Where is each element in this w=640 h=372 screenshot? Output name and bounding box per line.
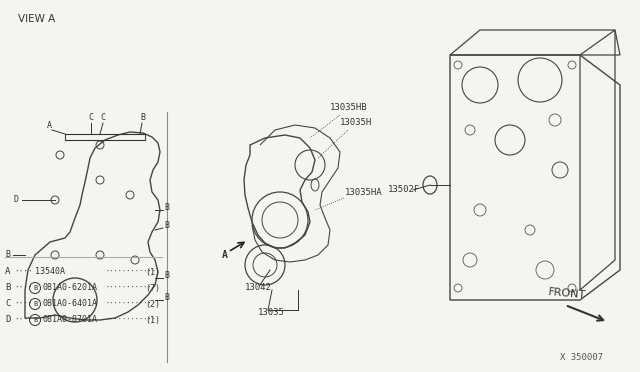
Text: 13042: 13042 bbox=[245, 283, 272, 292]
Text: B: B bbox=[164, 271, 169, 280]
Text: (7): (7) bbox=[145, 283, 160, 292]
Text: D: D bbox=[13, 195, 18, 204]
Text: ····: ···· bbox=[14, 315, 33, 324]
Text: A: A bbox=[47, 121, 52, 130]
Text: A: A bbox=[5, 267, 10, 276]
Text: 13035H: 13035H bbox=[340, 118, 372, 127]
Text: ············: ············ bbox=[105, 269, 156, 275]
Text: ············: ············ bbox=[105, 317, 156, 323]
Text: B: B bbox=[5, 283, 10, 292]
Text: ····: ···· bbox=[14, 283, 33, 292]
Text: C: C bbox=[88, 113, 93, 122]
Text: B: B bbox=[140, 113, 145, 122]
Text: ····: ···· bbox=[14, 267, 33, 276]
Text: ············: ············ bbox=[105, 301, 156, 307]
Text: B: B bbox=[164, 221, 169, 230]
Text: D: D bbox=[5, 315, 10, 324]
Text: 13035HB: 13035HB bbox=[330, 103, 367, 112]
Text: C: C bbox=[5, 299, 10, 308]
Text: 081A0-6201A: 081A0-6201A bbox=[42, 283, 97, 292]
Text: B: B bbox=[33, 317, 37, 323]
Text: FRONT: FRONT bbox=[548, 287, 587, 300]
Text: B: B bbox=[164, 293, 169, 302]
Text: C: C bbox=[100, 113, 105, 122]
Text: 081A0-6401A: 081A0-6401A bbox=[42, 299, 97, 308]
Text: (2): (2) bbox=[145, 299, 160, 308]
Text: B: B bbox=[164, 203, 169, 212]
Text: X 350007: X 350007 bbox=[560, 353, 603, 362]
Text: 13035HA: 13035HA bbox=[345, 188, 383, 197]
Text: B: B bbox=[33, 285, 37, 291]
Text: 13540A: 13540A bbox=[35, 267, 65, 276]
Text: B: B bbox=[5, 250, 10, 259]
Text: 13035: 13035 bbox=[258, 308, 285, 317]
Text: 081A0-8701A: 081A0-8701A bbox=[42, 315, 97, 324]
Text: ············: ············ bbox=[105, 285, 156, 291]
Text: (1): (1) bbox=[145, 267, 160, 276]
Text: A: A bbox=[222, 250, 228, 260]
Text: (1): (1) bbox=[145, 315, 160, 324]
Text: B: B bbox=[33, 301, 37, 307]
Text: 13502F: 13502F bbox=[388, 185, 420, 194]
Text: VIEW A: VIEW A bbox=[18, 14, 55, 24]
Text: ····: ···· bbox=[14, 299, 33, 308]
